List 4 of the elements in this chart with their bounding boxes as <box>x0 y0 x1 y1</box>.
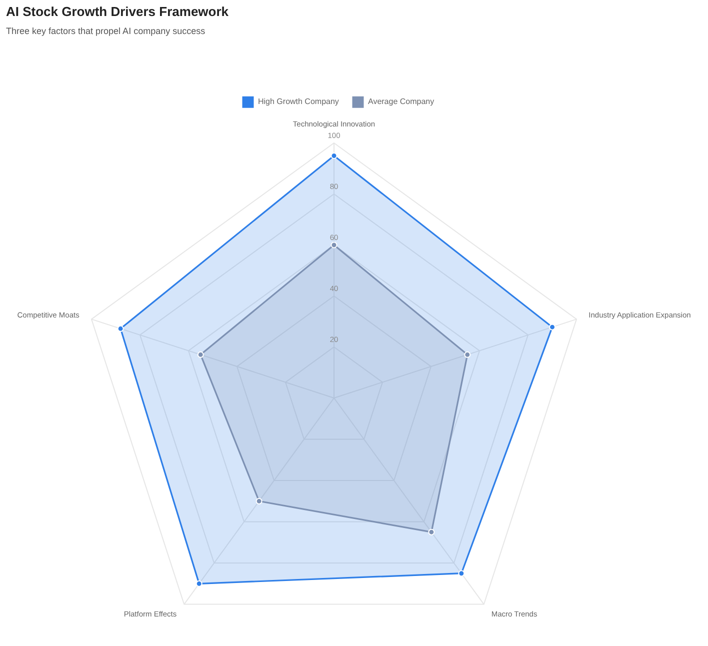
legend-label: Average Company <box>368 97 434 106</box>
legend-label: High Growth Company <box>258 97 339 106</box>
chart-subtitle: Three key factors that propel AI company success <box>6 26 206 36</box>
chart-title: AI Stock Growth Drivers Framework <box>6 4 230 19</box>
